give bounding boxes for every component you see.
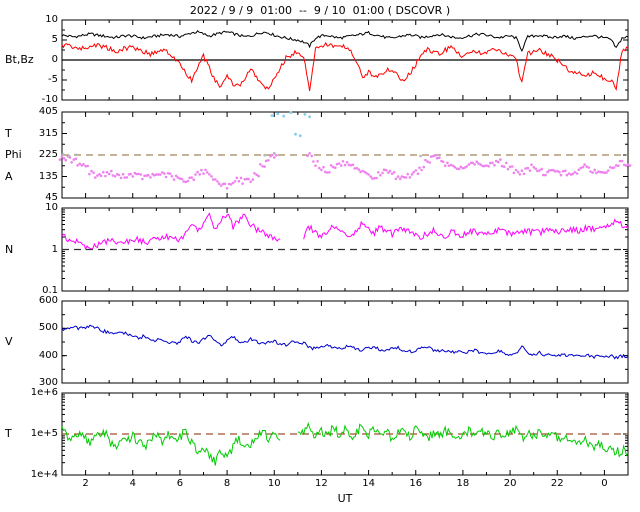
y-tick-label: 400 — [38, 349, 58, 361]
bt-line — [61, 30, 629, 53]
y-tick-label: 1e+5 — [30, 428, 58, 439]
y-tick-label: 300 — [38, 377, 58, 388]
x-tick-label: 16 — [409, 478, 423, 489]
y-tick-label: 5 — [51, 34, 58, 45]
x-tick-label: 14 — [362, 478, 375, 489]
phi-alt-scatter-gray — [61, 151, 422, 158]
y-tick-label: 1 — [51, 243, 58, 255]
panel-mag-label: Bt,Bz — [5, 53, 34, 66]
panel-v-frame — [61, 300, 629, 384]
y-tick-label: 135 — [38, 170, 58, 182]
x-tick-label: 18 — [456, 478, 470, 489]
x-axis-label: UT — [337, 492, 353, 505]
x-tick-label: 0 — [601, 478, 608, 489]
phi-scatter — [58, 152, 632, 190]
panel-v-label: V — [5, 335, 13, 348]
y-tick-label: 0 — [51, 54, 58, 65]
x-tick-label: 2 — [82, 478, 89, 489]
y-tick-label: 10 — [45, 14, 58, 25]
y-tick-label: 10 — [45, 202, 58, 213]
x-tick-label: 8 — [223, 478, 231, 489]
x-tick-label: 10 — [267, 478, 281, 489]
chart-title: 2022 / 9 / 9 01:00 -- 9 / 10 01:00 ( DSC… — [189, 4, 451, 17]
y-tick-label: -10 — [41, 94, 58, 105]
t-line — [61, 421, 629, 466]
x-tick-label: 12 — [315, 478, 328, 489]
y-tick-label: 1e+4 — [30, 469, 58, 480]
x-tick-label: 22 — [550, 478, 564, 489]
x-tick-label: 4 — [129, 478, 136, 489]
phi-alt-scatter-cyan — [270, 111, 311, 138]
x-tick-label: 6 — [176, 478, 184, 489]
y-tick-label: 315 — [38, 127, 58, 139]
n-line — [61, 212, 629, 251]
bz-line — [61, 41, 629, 91]
panel-n-label: N — [5, 242, 14, 256]
y-tick-label: -5 — [48, 74, 58, 85]
y-tick-label: 0.1 — [42, 285, 58, 296]
panel-t-label: T — [5, 427, 12, 440]
panel-phi-label: Phi — [5, 148, 22, 161]
x-tick-label: 20 — [503, 478, 517, 489]
v-line — [61, 324, 629, 360]
panel-phi-label: A — [5, 169, 13, 183]
y-tick-label: 225 — [38, 149, 58, 160]
y-tick-label: 500 — [38, 322, 58, 334]
y-tick-label: 45 — [45, 192, 58, 203]
y-tick-label: 1e+6 — [30, 387, 58, 398]
y-tick-label: 405 — [38, 106, 58, 117]
panel-phi-label: T — [5, 126, 12, 140]
y-tick-label: 600 — [38, 295, 58, 306]
